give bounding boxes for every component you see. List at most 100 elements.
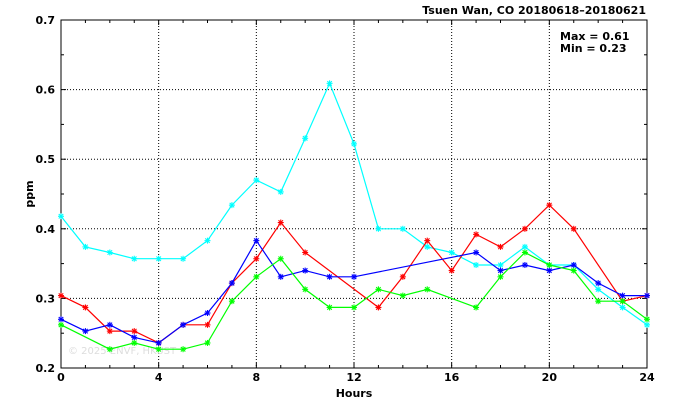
data-point	[570, 225, 577, 232]
data-point	[131, 339, 138, 346]
data-point	[106, 346, 113, 353]
data-point	[351, 273, 357, 280]
data-point	[619, 304, 626, 311]
y-tick-label: 0.4	[36, 223, 56, 236]
data-point	[106, 328, 113, 335]
data-point	[155, 339, 162, 346]
data-point	[228, 202, 235, 209]
series-3	[58, 249, 650, 353]
data-point	[131, 334, 138, 341]
data-point	[155, 346, 162, 353]
y-tick-labels: 0.2 0.3 0.4 0.5 0.6 0.7	[36, 14, 56, 375]
data-point	[180, 321, 187, 328]
data-point	[546, 261, 553, 268]
chart-title: Tsuen Wan, CO 20180618–20180621	[422, 4, 646, 17]
data-point	[595, 286, 602, 293]
data-point	[253, 237, 260, 244]
data-point	[58, 321, 64, 328]
data-point	[82, 304, 89, 311]
data-point	[204, 237, 211, 244]
x-tick-labels: 0 4 8 12 16 20 24	[57, 371, 655, 384]
data-point	[595, 280, 602, 287]
data-point	[204, 339, 211, 346]
y-tick-label: 0.7	[36, 14, 56, 27]
data-point	[82, 328, 89, 335]
data-point	[521, 243, 528, 250]
data-point	[204, 321, 211, 328]
data-point	[570, 261, 577, 268]
data-point	[570, 267, 577, 274]
series-line	[60, 204, 648, 344]
data-point	[424, 243, 431, 250]
data-point	[302, 249, 309, 256]
x-tick-label: 12	[346, 371, 361, 384]
data-point	[277, 188, 284, 195]
data-point	[253, 177, 260, 184]
data-point	[253, 273, 260, 280]
data-point	[180, 346, 187, 353]
data-point	[644, 316, 650, 323]
data-point	[424, 286, 431, 293]
data-point	[497, 267, 504, 274]
data-point	[399, 225, 406, 232]
data-point	[644, 321, 650, 328]
data-point	[277, 273, 284, 280]
y-tick-label: 0.3	[36, 292, 56, 305]
data-point	[131, 255, 138, 262]
data-point	[58, 316, 64, 323]
data-point	[448, 249, 455, 256]
data-point	[619, 292, 626, 299]
data-point	[497, 243, 504, 250]
data-point	[58, 292, 64, 299]
data-point	[546, 202, 553, 209]
data-point	[644, 292, 650, 299]
x-tick-label: 20	[542, 371, 558, 384]
data-point	[82, 243, 89, 250]
data-point	[595, 298, 602, 305]
x-tick-label: 16	[444, 371, 460, 384]
axis-ticks	[60, 19, 648, 369]
data-point	[424, 237, 431, 244]
data-point	[180, 255, 187, 262]
data-point	[58, 213, 64, 220]
grid	[61, 20, 647, 368]
data-point	[302, 267, 309, 274]
data-point	[473, 261, 480, 268]
series-lines	[58, 80, 650, 353]
data-point	[326, 273, 333, 280]
data-point	[326, 80, 333, 87]
x-axis-title: Hours	[336, 387, 373, 400]
data-point	[302, 286, 309, 293]
data-point	[277, 219, 284, 226]
watermark: © 2025 ENVF, HKUST	[68, 346, 177, 357]
data-point	[399, 292, 406, 299]
data-point	[106, 321, 113, 328]
data-point	[473, 249, 480, 256]
data-point	[326, 304, 333, 311]
data-point	[473, 304, 480, 311]
data-point	[204, 310, 211, 317]
data-point	[155, 255, 162, 262]
data-point	[448, 267, 455, 274]
series-2	[58, 237, 650, 346]
data-point	[375, 225, 382, 232]
data-point	[473, 231, 480, 238]
data-point	[497, 261, 504, 268]
data-point	[351, 140, 357, 147]
x-tick-label: 4	[155, 371, 163, 384]
y-tick-label: 0.5	[36, 153, 56, 166]
data-point	[521, 249, 528, 256]
data-point	[351, 304, 357, 311]
y-tick-label: 0.6	[36, 84, 56, 97]
data-point	[619, 298, 626, 305]
data-point	[253, 255, 260, 262]
data-point	[521, 225, 528, 232]
data-point	[302, 135, 309, 142]
y-tick-label: 0.2	[36, 362, 56, 375]
data-point	[277, 255, 284, 262]
min-annotation: Min = 0.23	[560, 42, 627, 55]
data-point	[131, 328, 138, 335]
data-point	[375, 304, 382, 311]
data-point	[375, 286, 382, 293]
